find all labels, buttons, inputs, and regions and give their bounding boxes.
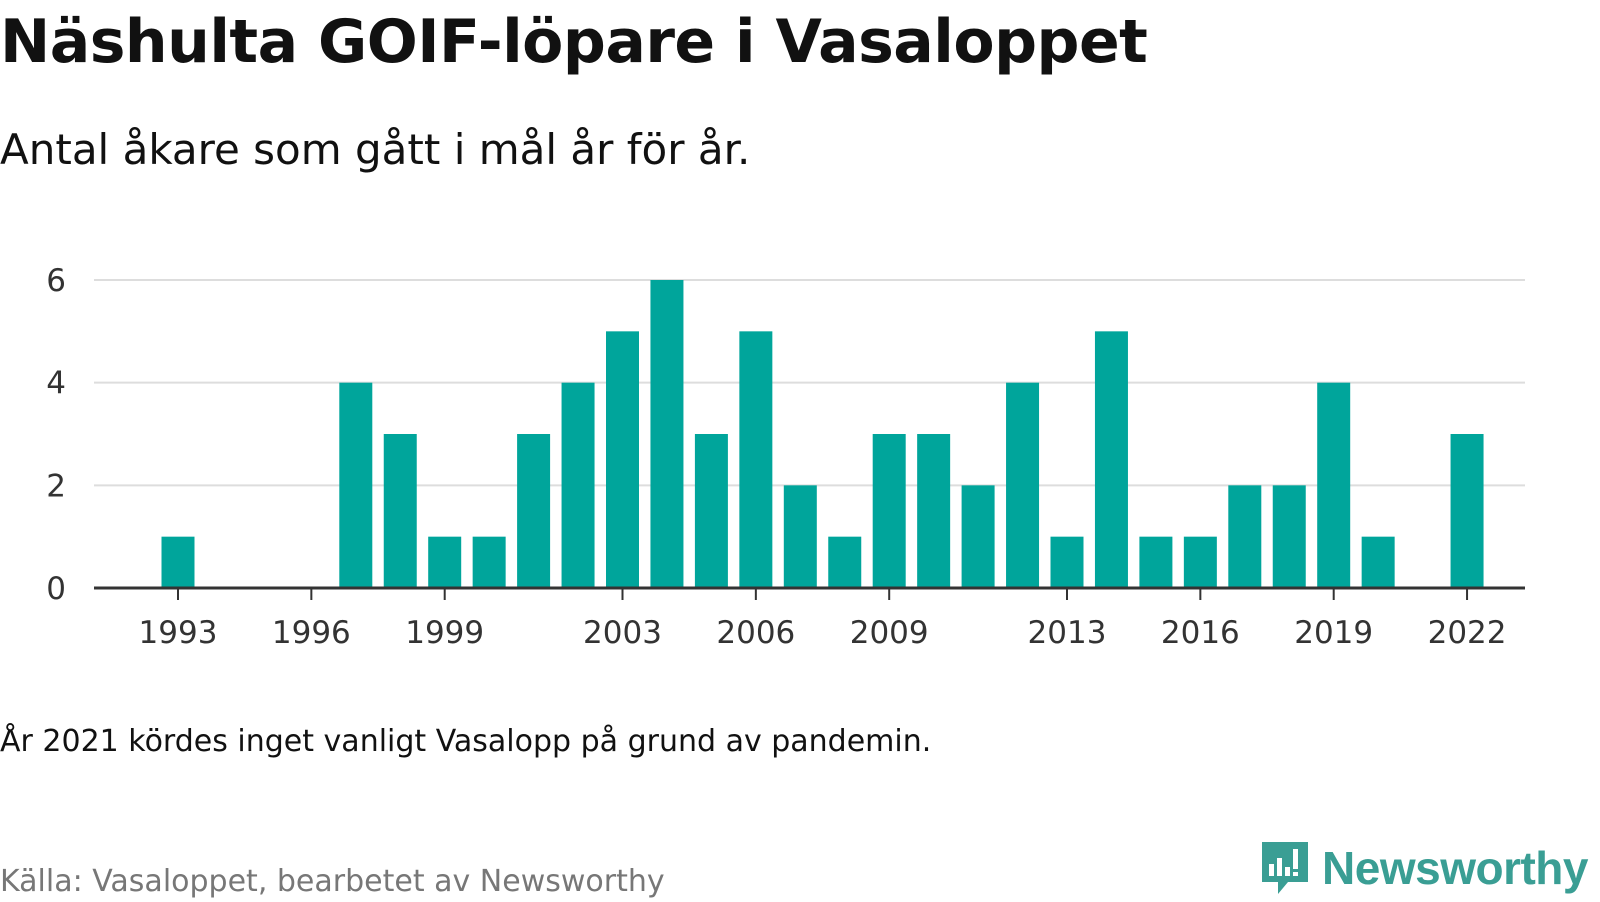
bar-2009 — [872, 434, 906, 588]
bar-2011 — [961, 485, 995, 588]
x-tick-label: 2019 — [1294, 615, 1373, 651]
bar-2001 — [517, 434, 551, 588]
y-tick-label: 2 — [46, 468, 66, 504]
source-credit: Källa: Vasaloppet, bearbetet av Newswort… — [0, 864, 665, 899]
bar-2012 — [1006, 382, 1040, 588]
bar-2014 — [1094, 331, 1128, 588]
logo-text: Newsworthy — [1322, 842, 1588, 894]
tick-labels: 0 2 4 6 1993 1996 1999 2003 2006 2009 2013 2016 2019… — [46, 263, 1506, 651]
bar-2016 — [1183, 536, 1217, 588]
x-tick-label: 2003 — [583, 615, 662, 651]
bar-2004 — [650, 280, 684, 588]
bars — [161, 280, 1484, 588]
x-tick-label: 2006 — [716, 615, 795, 651]
x-tick-label: 2013 — [1028, 615, 1107, 651]
chart-subtitle: Antal åkare som gått i mål år för år. — [0, 125, 751, 174]
bar-2000 — [472, 536, 506, 588]
y-tick-label: 4 — [46, 366, 66, 402]
bar-2022 — [1450, 434, 1484, 588]
x-tick-label: 2016 — [1161, 615, 1240, 651]
bar-2007 — [783, 485, 817, 588]
x-tick-label: 1999 — [405, 615, 484, 651]
bar-2020 — [1361, 536, 1395, 588]
gridlines — [94, 279, 1525, 487]
bar-1997 — [339, 382, 373, 588]
bar-2003 — [606, 331, 639, 588]
bar-2006 — [739, 331, 773, 588]
y-tick-label: 6 — [46, 263, 66, 299]
footnote: År 2021 kördes inget vanligt Vasalopp på… — [0, 724, 932, 759]
bar-2002 — [561, 382, 595, 588]
bar-2015 — [1139, 536, 1173, 588]
x-axis — [94, 586, 1525, 600]
bar-chart: 0 2 4 6 1993 1996 1999 2003 2006 2009 2013 2016 2019… — [46, 263, 1525, 651]
x-tick-label: 1993 — [139, 615, 218, 651]
bar-2019 — [1317, 382, 1351, 588]
x-tick-label: 2022 — [1428, 615, 1507, 651]
newsworthy-logo: Newsworthy — [1258, 840, 1588, 896]
newsworthy-chart-icon — [1262, 842, 1309, 894]
bar-2013 — [1050, 536, 1084, 588]
bar-2018 — [1272, 485, 1306, 588]
x-tick-label: 1996 — [272, 615, 351, 651]
bar-1999 — [428, 536, 462, 588]
bar-2008 — [828, 536, 862, 588]
bar-1993 — [161, 536, 195, 588]
chart-title: Näshulta GOIF-löpare i Vasaloppet — [0, 7, 1148, 77]
bar-2010 — [917, 434, 951, 588]
bar-1998 — [383, 434, 417, 588]
bar-2017 — [1228, 485, 1262, 588]
x-tick-label: 2009 — [850, 615, 929, 651]
y-tick-label: 0 — [46, 571, 66, 607]
bar-2005 — [694, 434, 728, 588]
